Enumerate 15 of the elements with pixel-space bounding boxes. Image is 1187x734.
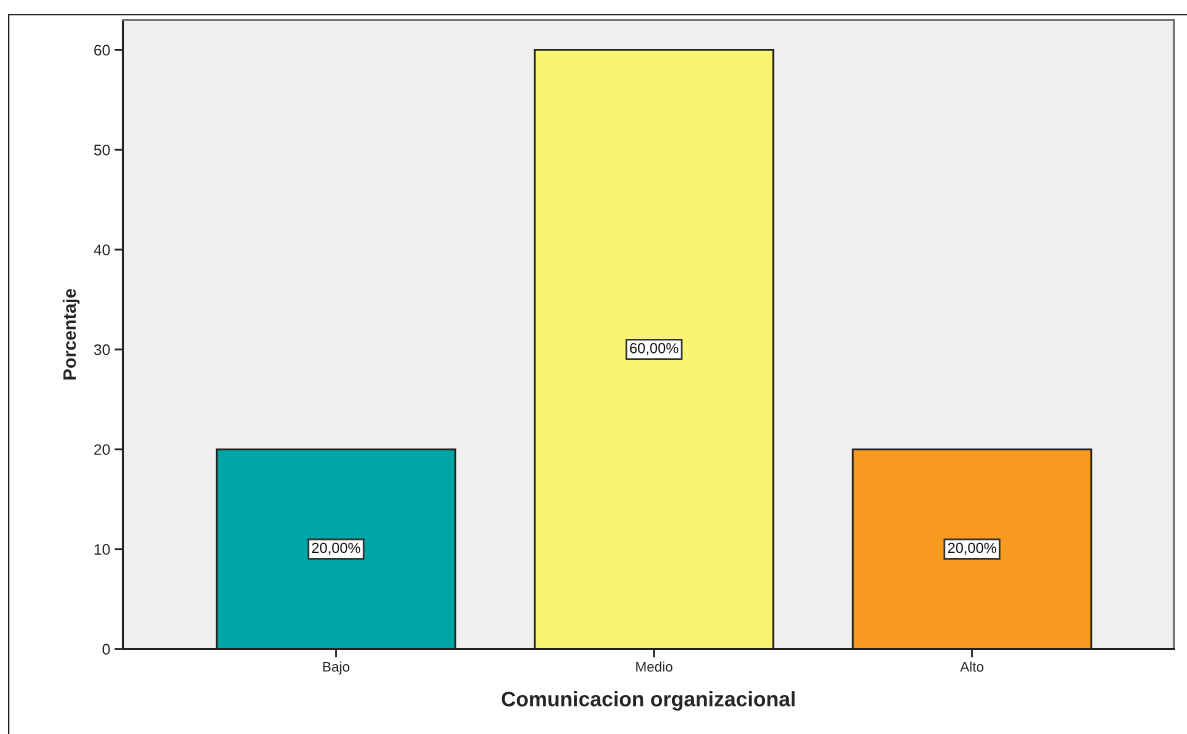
- data-label: 60,00%: [630, 343, 679, 356]
- y-tick-label: 20: [94, 444, 110, 455]
- x-tick-label: Bajo: [323, 661, 350, 675]
- y-tick-label: 60: [94, 44, 110, 56]
- y-tick-label: 50: [94, 144, 110, 156]
- y-tick-label: 10: [94, 544, 110, 555]
- y-tick-label: 0: [102, 643, 110, 655]
- data-label: 20,00%: [312, 542, 361, 555]
- x-tick-label: Alto: [960, 661, 984, 672]
- data-label: 20,00%: [948, 542, 997, 555]
- x-tick-label: Medio: [636, 661, 673, 672]
- y-tick-label: 40: [93, 244, 110, 256]
- y-axis-title: Porcentaje: [62, 288, 80, 380]
- y-tick-label: 30: [94, 344, 110, 356]
- x-axis-title: Comunicacion organizacional: [501, 691, 795, 711]
